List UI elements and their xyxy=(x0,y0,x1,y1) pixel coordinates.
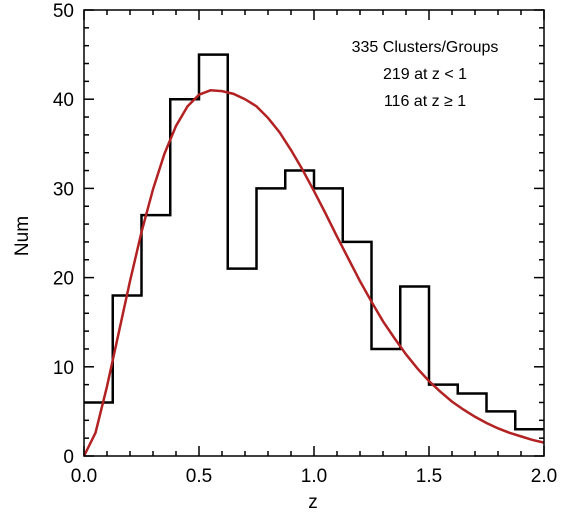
annotation-high-z: 116 at z ≥ 1 xyxy=(384,93,466,110)
x-tick-label: 2.0 xyxy=(531,466,557,487)
y-tick-label: 30 xyxy=(53,179,74,200)
histogram-outline xyxy=(84,53,544,431)
x-tick-label: 0.0 xyxy=(71,466,97,487)
x-tick-label: 1.0 xyxy=(301,466,327,487)
plot-frame xyxy=(83,9,545,457)
y-tick-label: 0 xyxy=(63,447,74,468)
y-tick-label: 20 xyxy=(53,269,74,290)
annotation-total: 335 Clusters/Groups xyxy=(352,39,499,56)
y-axis-title: Num xyxy=(12,216,33,256)
annotation-low-z: 219 at z < 1 xyxy=(383,66,467,83)
x-tick-label: 0.5 xyxy=(186,466,212,487)
fit-curve xyxy=(82,89,545,457)
x-tick-labels: 0.0 0.5 1.0 1.5 2.0 xyxy=(71,466,557,487)
y-tick-labels: 0 10 20 30 40 50 xyxy=(53,1,74,468)
y-tick-label: 50 xyxy=(53,1,74,22)
tick-marks xyxy=(83,9,545,457)
y-tick-label: 10 xyxy=(53,358,74,379)
x-tick-label: 1.5 xyxy=(416,466,442,487)
y-tick-label: 40 xyxy=(53,90,74,111)
x-axis-title: z xyxy=(308,492,318,513)
